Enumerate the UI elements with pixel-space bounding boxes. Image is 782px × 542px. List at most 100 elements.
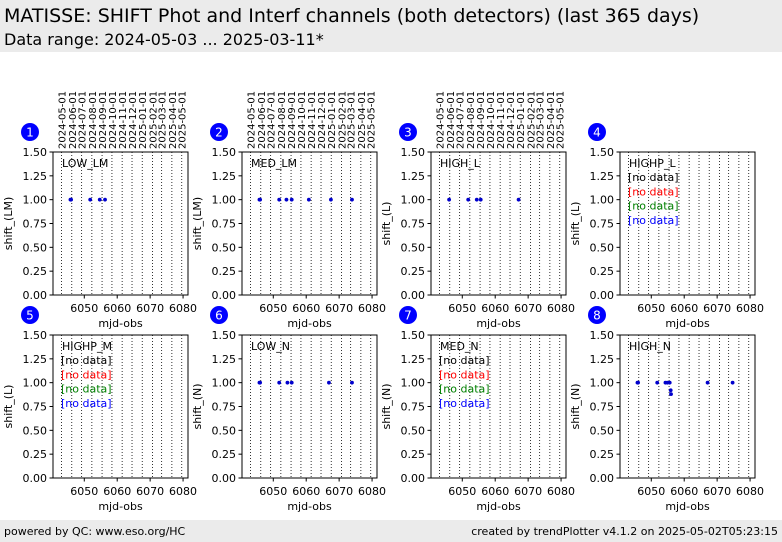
date-tick-label: 2024-05-01 [247,91,258,149]
data-point [97,197,102,202]
date-tick-label: 2024-06-01 [68,91,79,149]
y-tick-label: 1.25 [401,353,426,366]
page-title: MATISSE: SHIFT Phot and Interf channels … [4,5,700,27]
date-tick-label: 2024-10-01 [486,91,497,149]
axes-frame [241,151,378,296]
date-tick-label: 2025-03-01 [536,91,547,149]
y-tick-label: 1.25 [23,353,48,366]
data-point [69,197,74,202]
date-tick-label: 2024-09-01 [287,91,298,149]
y-tick-label: 0.50 [401,424,426,437]
y-tick-label: 0.50 [590,424,615,437]
data-point [258,380,263,385]
x-tick-label: 6080 [358,302,386,315]
data-point [636,380,641,385]
date-tick-label: 2025-02-01 [337,91,348,149]
no-data-label: [no data] [628,171,679,184]
panel-label: LOW_LM [62,157,108,170]
date-tick-label: 2024-11-01 [307,91,318,149]
x-axis-label: mjd-obs [287,500,332,513]
y-tick-label: 1.00 [401,194,426,207]
x-tick-label: 6050 [637,485,665,498]
x-tick-label: 6060 [481,485,509,498]
y-tick-label: 1.25 [590,353,615,366]
y-tick-label: 0.50 [212,424,237,437]
x-tick-label: 6060 [481,302,509,315]
no-data-label: [no data] [61,383,112,396]
panel-label: MED_LM [251,157,297,170]
footer-bar: powered by QC: www.eso.org/HC created by… [0,520,782,542]
x-tick-label: 6060 [670,485,698,498]
y-tick-label: 0.75 [212,218,237,231]
x-tick-label: 6080 [169,485,197,498]
y-tick-label: 0.75 [212,401,237,414]
data-point [277,380,282,385]
panel-label: HIGH_L [440,157,481,170]
data-point [289,380,294,385]
y-tick-label: 0.50 [23,424,48,437]
panel-number: 3 [404,126,412,140]
data-point [655,380,660,385]
date-tick-label: 2024-05-01 [436,91,447,149]
x-tick-label: 6070 [136,485,164,498]
y-tick-label: 0.25 [23,448,48,461]
panel-number: 1 [26,126,34,140]
y-tick-label: 1.00 [212,377,237,390]
y-tick-label: 1.00 [401,377,426,390]
date-tick-label: 2024-12-01 [128,91,139,149]
axes-frame [241,334,378,479]
chart-panel-5: 0.00 0.25 0.50 0.75 1.00 1.25 1.50 6050 6060 6070… [2,306,197,513]
data-range-subtitle: Data range: 2024-05-03 ... 2025-03-11* [4,30,324,49]
x-axis-label: mjd-obs [98,317,143,330]
y-tick-label: 0.75 [23,401,48,414]
y-tick-label: 0.25 [212,448,237,461]
data-point [350,197,354,202]
x-tick-label: 6070 [325,302,353,315]
panel-number-badge [210,306,228,324]
x-tick-label: 6080 [547,302,575,315]
y-tick-label: 0.00 [212,289,237,302]
chart-panel-2: 0.00 0.25 0.50 0.75 1.00 1.25 1.50 6050 6060 6070… [191,91,386,330]
data-point [669,392,673,397]
x-tick-label: 6060 [670,302,698,315]
x-tick-label: 6080 [547,485,575,498]
data-point [730,380,735,385]
data-point [474,197,479,202]
panel-number-badge [399,306,417,324]
data-point [327,380,331,385]
y-tick-label: 0.75 [590,218,615,231]
y-tick-label: 0.50 [590,241,615,254]
y-tick-label: 0.25 [401,265,426,278]
panel-label: HIGH_N [629,340,671,353]
panel-number: 5 [26,309,34,323]
y-axis-label: shift_(LM) [2,197,15,250]
y-axis-label: shift_(N) [191,383,204,429]
date-tick-label: 2024-08-01 [88,91,99,149]
panel-number-badge [399,123,417,141]
date-tick-label: 2025-05-01 [367,91,378,149]
no-data-label: [no data] [439,354,490,367]
data-point [447,197,452,202]
data-point [466,197,471,202]
no-data-label: [no data] [439,368,490,381]
x-tick-label: 6070 [325,485,353,498]
y-tick-label: 1.25 [212,353,237,366]
panel-number: 7 [404,309,412,323]
date-tick-label: 2025-02-01 [526,91,537,149]
x-tick-label: 6080 [736,302,764,315]
x-tick-label: 6050 [70,302,98,315]
no-data-label: [no data] [61,354,112,367]
axes-frame [430,151,567,296]
y-tick-label: 0.75 [590,401,615,414]
date-tick-label: 2025-01-01 [327,91,338,149]
x-tick-label: 6080 [736,485,764,498]
x-tick-label: 6050 [70,485,98,498]
panel-label: HIGHP_L [629,157,676,170]
x-tick-label: 6080 [169,302,197,315]
panel-number-badge [588,306,606,324]
data-point [667,380,672,385]
y-tick-label: 0.00 [401,472,426,485]
footer-timestamp: created by trendPlotter v4.1.2 on 2025-0… [471,525,778,538]
panel-number: 6 [215,309,223,323]
y-tick-label: 1.00 [590,194,615,207]
